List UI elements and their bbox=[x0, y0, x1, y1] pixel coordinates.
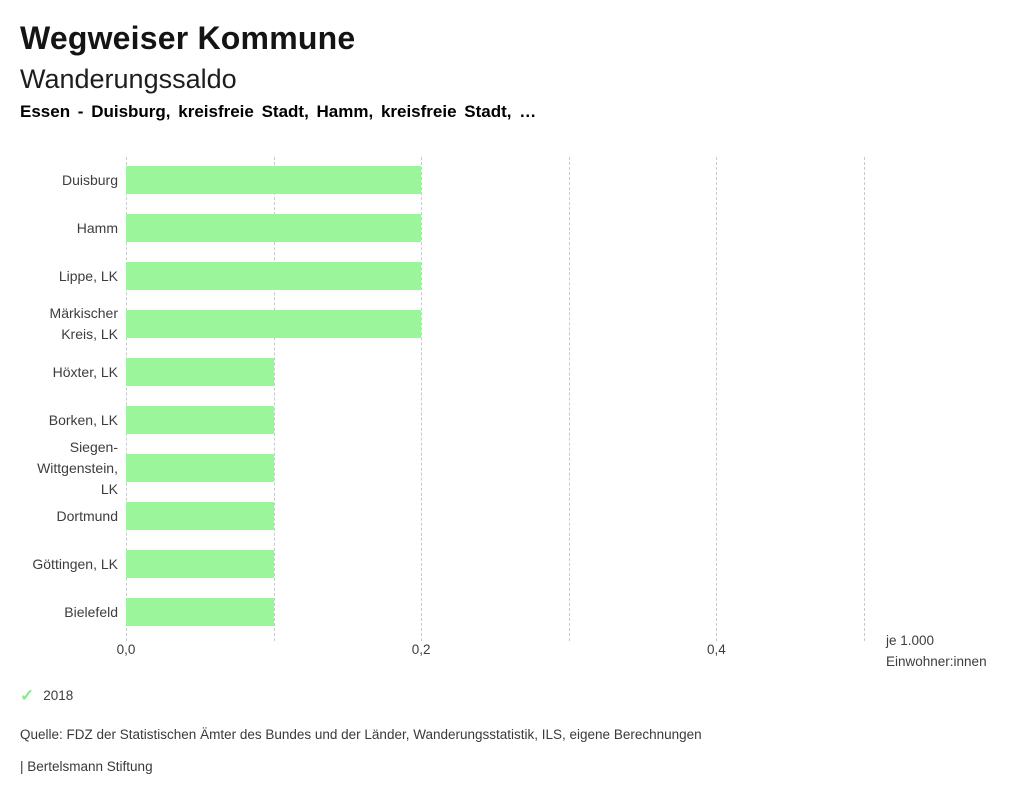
bar-göttingen-lk[interactable] bbox=[126, 550, 274, 578]
bar-siegen-wittgenstein-lk[interactable] bbox=[126, 454, 274, 482]
indicator-title: Wanderungssaldo bbox=[20, 64, 237, 94]
legend-label: 2018 bbox=[43, 688, 74, 703]
category-label-line: LK bbox=[100, 480, 118, 497]
category-label-bielefeld: Bielefeld bbox=[0, 602, 118, 623]
bar-bielefeld[interactable] bbox=[126, 598, 274, 626]
category-label-märkischer-kreis-lk: Märkischer Kreis, LK bbox=[0, 303, 118, 345]
bar-hamm[interactable] bbox=[126, 214, 422, 242]
category-label-line: Märkischer bbox=[49, 305, 118, 321]
x-tick-label-0-0: 0,0 bbox=[116, 642, 136, 657]
category-label-line: Borken, LK bbox=[48, 411, 118, 428]
legend-item-2018[interactable]: ✓ 2018 bbox=[20, 687, 73, 704]
category-label-lippe-lk: Lippe, LK bbox=[0, 266, 118, 287]
category-label-siegen-wittgenstein-lk: Siegen- Wittgenstein, LK bbox=[0, 437, 118, 500]
gridline bbox=[126, 157, 127, 641]
x-axis: 0,0 0,2 0,4 bbox=[117, 642, 886, 660]
category-label-line: Kreis, LK bbox=[61, 326, 118, 342]
category-label-line: Göttingen, LK bbox=[32, 555, 118, 572]
category-label-line: Bielefeld bbox=[64, 603, 118, 620]
comparison-subtitle: Essen - Duisburg, kreisfreie Stadt, Hamm… bbox=[20, 102, 537, 121]
category-label-göttingen-lk: Göttingen, LK bbox=[0, 554, 118, 575]
category-label-line: Hamm bbox=[76, 219, 118, 236]
category-label-dortmund: Dortmund bbox=[0, 506, 118, 527]
category-label-line: Wittgenstein, bbox=[37, 459, 118, 476]
gridline bbox=[273, 157, 275, 641]
x-axis-unit-line2: Einwohner:innen bbox=[886, 654, 987, 669]
category-label-borken-lk: Borken, LK bbox=[0, 410, 118, 431]
category-label-duisburg: Duisburg bbox=[0, 170, 118, 191]
x-tick-label-0-4: 0,4 bbox=[707, 642, 726, 657]
gridline bbox=[568, 157, 570, 641]
page-title: Wegweiser Kommune bbox=[20, 20, 356, 56]
bar-lippe-lk[interactable] bbox=[126, 262, 422, 290]
source-text: Quelle: FDZ der Statistischen Ämter des … bbox=[20, 727, 702, 742]
bar-höxter-lk[interactable] bbox=[126, 358, 274, 386]
category-axis: Duisburg Hamm Lippe, LK Märkischer Kreis, LK… bbox=[0, 157, 118, 633]
category-label-line: Höxter, LK bbox=[52, 363, 118, 380]
category-label-line: Siegen- bbox=[69, 438, 118, 455]
category-label-höxter-lk: Höxter, LK bbox=[0, 362, 118, 383]
gridline bbox=[716, 157, 718, 641]
bar-borken-lk[interactable] bbox=[126, 406, 274, 434]
bar-dortmund[interactable] bbox=[126, 502, 274, 530]
category-label-line: Lippe, LK bbox=[58, 267, 118, 284]
x-axis-unit-label: je 1.000 Einwohner:innen bbox=[886, 630, 987, 672]
x-tick-label-0-2: 0,2 bbox=[411, 642, 431, 657]
attribution-text: | Bertelsmann Stiftung bbox=[20, 759, 153, 774]
x-axis-unit-line1: je 1.000 bbox=[886, 633, 935, 648]
gridline bbox=[864, 157, 865, 641]
bar-chart bbox=[126, 157, 865, 641]
gridline bbox=[421, 157, 423, 641]
category-label-line: Dortmund bbox=[56, 507, 118, 524]
check-icon: ✓ bbox=[20, 686, 35, 705]
bar-duisburg[interactable] bbox=[126, 166, 422, 194]
bar-märkischer-kreis-lk[interactable] bbox=[126, 310, 422, 338]
category-label-hamm: Hamm bbox=[0, 218, 118, 239]
category-label-line: Duisburg bbox=[61, 171, 118, 188]
